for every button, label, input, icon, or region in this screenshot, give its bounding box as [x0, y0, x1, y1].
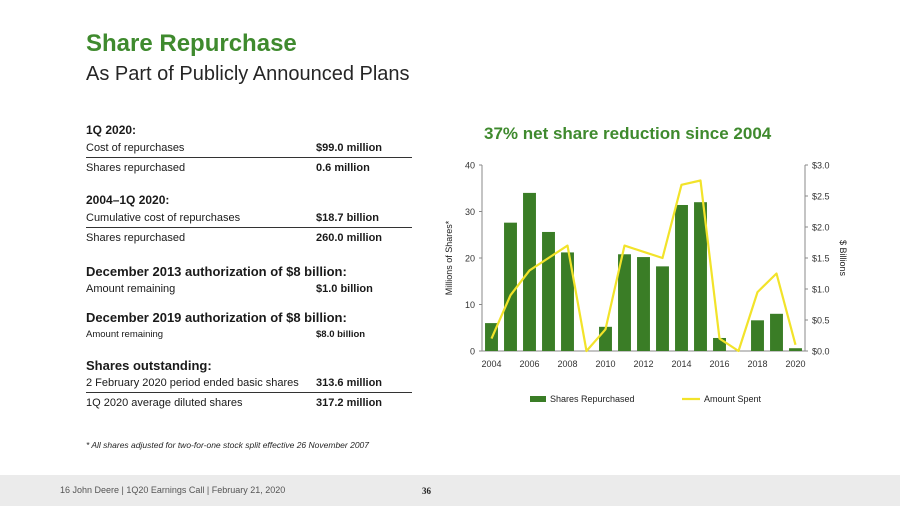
table-row: Shares repurchased 0.6 million — [86, 158, 412, 178]
amount-spent-line — [490, 179, 797, 353]
row-label: Shares repurchased — [86, 161, 186, 174]
section-heading-shares-outstanding: Shares outstanding: — [86, 358, 212, 373]
bar-2011 — [618, 254, 631, 351]
section-heading-1q-2020: 1Q 2020: — [86, 123, 137, 137]
y-tick-label: 40 — [465, 161, 475, 171]
row-value: $99.0 million — [316, 141, 383, 154]
legend-label-line: Amount Spent — [704, 394, 762, 404]
table-row: Shares repurchased 260.0 million — [86, 228, 412, 248]
table-row: Cost of repurchases $99.0 million — [86, 138, 412, 158]
page-number: 36 — [422, 486, 431, 496]
row-value: 313.6 million — [316, 376, 383, 389]
bar-2020 — [789, 348, 802, 351]
bar-2018 — [751, 320, 764, 351]
table-row: 1Q 2020 average diluted shares 317.2 mil… — [86, 393, 412, 413]
bar-2019 — [770, 313, 783, 351]
bar-2005 — [504, 222, 517, 351]
row-label: Amount remaining — [86, 328, 164, 340]
footer-bar: 16 John Deere | 1Q20 Earnings Call | Feb… — [0, 475, 900, 506]
x-tick-label: 2006 — [519, 359, 539, 369]
chart-title: 37% net share reduction since 2004 — [484, 124, 772, 143]
row-value: $8.0 billion — [316, 328, 366, 340]
row-label: Cost of repurchases — [86, 141, 185, 154]
page-subtitle: As Part of Publicly Announced Plans — [86, 63, 410, 85]
y2-axis-title: $ Billions — [838, 240, 848, 277]
repurchase-summary-table: 1Q 2020: Cost of repurchases $99.0 milli… — [86, 123, 412, 413]
table-row: Amount remaining $8.0 billion — [86, 325, 412, 345]
y2-tick-label: $0.5 — [812, 316, 830, 326]
share-repurchase-chart: 0 10 20 30 40 $0.0 $0.5 $1.0 $1.5 $2.0 $2.5 $3.0 200… — [444, 161, 848, 405]
y2-tick-label: $1.0 — [812, 285, 830, 295]
x-tick-label: 2020 — [785, 359, 805, 369]
row-value: 260.0 million — [316, 231, 383, 244]
x-tick-label: 2014 — [671, 359, 691, 369]
row-value: $1.0 billion — [316, 282, 373, 295]
y-tick-label: 30 — [465, 207, 475, 217]
x-tick-label: 2010 — [595, 359, 615, 369]
y2-tick-label: $1.5 — [812, 254, 830, 264]
y-tick-label: 10 — [465, 300, 475, 310]
x-tick-label: 2008 — [557, 359, 577, 369]
bar-2012 — [637, 257, 650, 351]
table-row: 2 February 2020 period ended basic share… — [86, 373, 412, 393]
section-heading-auth-2019: December 2019 authorization of $8 billio… — [86, 310, 347, 325]
y2-tick-label: $3.0 — [812, 161, 830, 171]
footer-text: 16 John Deere | 1Q20 Earnings Call | Feb… — [60, 485, 286, 495]
y-tick-label: 0 — [470, 347, 475, 357]
y2-tick-label: $0.0 — [812, 347, 830, 357]
x-tick-label: 2016 — [709, 359, 729, 369]
legend-swatch-bars — [530, 396, 546, 402]
x-tick-label: 2004 — [481, 359, 501, 369]
row-label: 2 February 2020 period ended basic share… — [86, 376, 299, 389]
bar-2007 — [542, 231, 555, 351]
y2-tick-label: $2.5 — [812, 192, 830, 202]
row-label: Shares repurchased — [86, 231, 186, 244]
bar-2016 — [713, 337, 726, 351]
row-label: Cumulative cost of repurchases — [86, 211, 241, 224]
x-tick-label: 2018 — [747, 359, 767, 369]
y-axis-title: Millions of Shares* — [444, 220, 454, 295]
y2-tick-label: $2.0 — [812, 223, 830, 233]
row-value: $18.7 billion — [316, 211, 379, 224]
legend-label-bars: Shares Repurchased — [550, 394, 635, 404]
row-value: 0.6 million — [316, 161, 370, 174]
table-row: Amount remaining $1.0 billion — [86, 279, 412, 299]
y-tick-label: 20 — [465, 254, 475, 264]
section-heading-2004-2020: 2004–1Q 2020: — [86, 193, 170, 207]
footnote: * All shares adjusted for two-for-one st… — [86, 440, 370, 450]
bar-2014 — [675, 204, 688, 351]
row-label: 1Q 2020 average diluted shares — [86, 396, 243, 409]
bar-2013 — [656, 266, 669, 351]
page-title: Share Repurchase — [86, 30, 297, 57]
table-row: Cumulative cost of repurchases $18.7 bil… — [86, 208, 412, 228]
bar-2008 — [561, 252, 574, 351]
x-tick-label: 2012 — [633, 359, 653, 369]
row-value: 317.2 million — [316, 396, 383, 409]
bar-2015 — [694, 202, 707, 351]
row-label: Amount remaining — [86, 282, 176, 295]
section-heading-auth-2013: December 2013 authorization of $8 billio… — [86, 264, 347, 279]
